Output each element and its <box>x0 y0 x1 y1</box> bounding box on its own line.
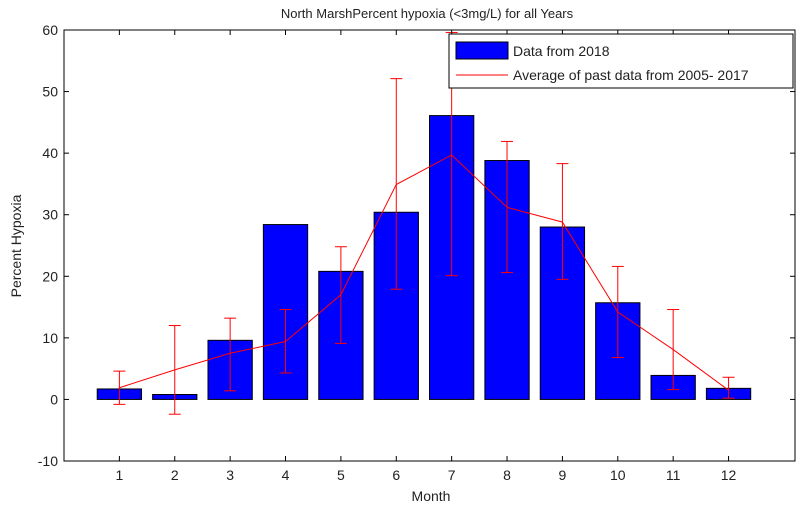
x-tick-label-3: 3 <box>226 467 234 483</box>
legend-bar-label: Data from 2018 <box>513 43 610 59</box>
x-tick-label-7: 7 <box>448 467 456 483</box>
legend: Data from 2018 Average of past data from… <box>448 33 794 89</box>
y-tick-label-20: 20 <box>42 268 58 284</box>
x-tick-label-8: 8 <box>503 467 511 483</box>
average-line <box>119 154 729 391</box>
x-tick-label-6: 6 <box>392 467 400 483</box>
x-tick-label-2: 2 <box>171 467 179 483</box>
x-tick-label-4: 4 <box>282 467 290 483</box>
x-tick-label-5: 5 <box>337 467 345 483</box>
legend-line-label: Average of past data from 2005- 2017 <box>513 67 749 83</box>
error-bars-layer <box>113 31 735 415</box>
x-tick-label-1: 1 <box>115 467 123 483</box>
y-tick-label-50: 50 <box>42 84 58 100</box>
y-tick-label-60: 60 <box>42 22 58 38</box>
y-tick-label-40: 40 <box>42 145 58 161</box>
y-tick-label-0: 0 <box>50 391 58 407</box>
x-axis-label: Month <box>412 488 451 504</box>
x-tick-label-11: 11 <box>666 467 681 483</box>
x-tick-label-12: 12 <box>721 467 737 483</box>
average-line-layer <box>119 154 729 391</box>
y-axis-label: Percent Hypoxia <box>8 194 24 297</box>
x-tick-label-9: 9 <box>559 467 567 483</box>
y-tick-label-10: 10 <box>42 330 58 346</box>
y-tick-label--10: -10 <box>38 453 58 469</box>
legend-bar-swatch <box>455 41 509 60</box>
chart-title: North MarshPercent hypoxia (<3mg/L) for … <box>281 6 574 21</box>
x-tick-label-10: 10 <box>610 467 626 483</box>
y-tick-label-30: 30 <box>42 207 58 223</box>
